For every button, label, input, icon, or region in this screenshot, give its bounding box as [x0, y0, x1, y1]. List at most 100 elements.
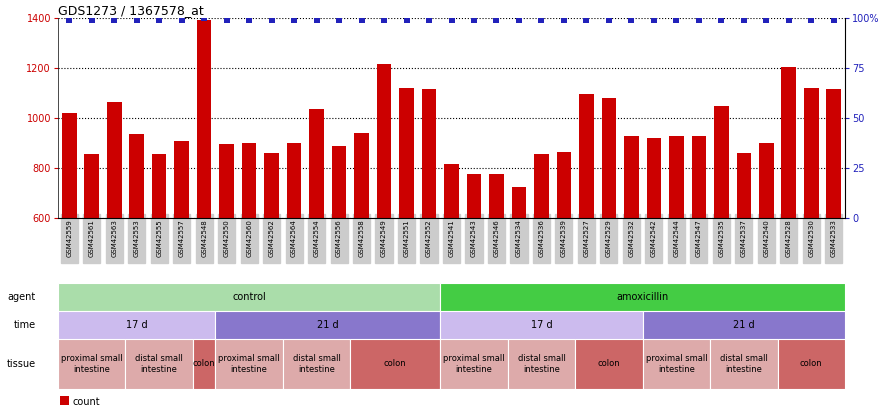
Bar — [781, 67, 796, 218]
Bar — [467, 174, 481, 218]
Bar — [283, 339, 350, 389]
Bar — [193, 339, 215, 389]
Bar — [625, 136, 639, 218]
Bar — [125, 339, 193, 389]
Bar — [440, 339, 508, 389]
Bar — [489, 174, 504, 218]
Point — [534, 17, 548, 23]
Point — [625, 17, 639, 23]
Point — [287, 17, 301, 23]
Point — [737, 17, 751, 23]
Bar — [175, 141, 189, 218]
Bar — [84, 154, 99, 218]
Bar — [575, 339, 642, 389]
Point — [512, 17, 526, 23]
Bar — [422, 89, 436, 218]
Bar — [711, 339, 778, 389]
Point — [692, 17, 706, 23]
Bar — [642, 311, 845, 339]
Bar — [350, 339, 440, 389]
Text: distal small
intestine: distal small intestine — [135, 354, 183, 374]
Point — [602, 17, 616, 23]
Point — [714, 17, 728, 23]
Text: proximal small
intestine: proximal small intestine — [219, 354, 280, 374]
Point — [400, 17, 414, 23]
Point — [804, 17, 818, 23]
Point — [647, 17, 661, 23]
Bar — [692, 136, 706, 218]
Point — [422, 17, 436, 23]
Bar — [332, 145, 347, 218]
Text: colon: colon — [193, 360, 215, 369]
Bar — [601, 98, 616, 218]
Bar — [197, 21, 211, 218]
Point — [827, 17, 841, 23]
Text: time: time — [13, 320, 36, 330]
Bar — [714, 105, 728, 218]
Bar — [642, 339, 711, 389]
Text: proximal small
intestine: proximal small intestine — [444, 354, 504, 374]
Text: proximal small
intestine: proximal small intestine — [61, 354, 123, 374]
Bar — [354, 133, 369, 218]
Bar — [400, 88, 414, 218]
Point — [332, 17, 346, 23]
Bar — [215, 339, 283, 389]
Bar — [62, 113, 76, 218]
Bar — [508, 339, 575, 389]
Point — [152, 17, 167, 23]
Bar — [129, 134, 144, 218]
Bar — [58, 339, 125, 389]
Bar — [376, 64, 392, 218]
Bar — [264, 153, 279, 218]
Text: 21 d: 21 d — [317, 320, 339, 330]
Point — [355, 17, 369, 23]
Text: 17 d: 17 d — [125, 320, 148, 330]
Point — [759, 17, 773, 23]
Point — [62, 17, 76, 23]
Bar — [444, 164, 459, 218]
Text: tissue: tissue — [6, 359, 36, 369]
Text: colon: colon — [598, 360, 620, 369]
Point — [197, 15, 211, 21]
Bar — [309, 109, 323, 218]
Point — [309, 17, 323, 23]
Bar — [215, 311, 440, 339]
Point — [377, 17, 392, 23]
Bar — [59, 396, 69, 405]
Point — [264, 17, 279, 23]
Bar — [759, 143, 773, 218]
Bar — [287, 143, 301, 218]
Text: agent: agent — [7, 292, 36, 302]
Text: control: control — [232, 292, 266, 302]
Bar — [58, 311, 215, 339]
Bar — [152, 154, 167, 218]
Text: proximal small
intestine: proximal small intestine — [645, 354, 707, 374]
Bar — [242, 143, 256, 218]
Text: 21 d: 21 d — [733, 320, 754, 330]
Text: colon: colon — [800, 360, 823, 369]
Bar — [534, 154, 548, 218]
Text: 17 d: 17 d — [530, 320, 552, 330]
Bar — [220, 144, 234, 218]
Bar — [669, 136, 684, 218]
Bar — [737, 153, 751, 218]
Point — [781, 17, 796, 23]
Bar — [440, 283, 845, 311]
Text: distal small
intestine: distal small intestine — [293, 354, 340, 374]
Point — [220, 17, 234, 23]
Bar — [579, 94, 594, 218]
Point — [579, 17, 593, 23]
Point — [242, 17, 256, 23]
Point — [669, 17, 684, 23]
Point — [107, 17, 121, 23]
Text: GDS1273 / 1367578_at: GDS1273 / 1367578_at — [58, 4, 203, 17]
Point — [556, 17, 571, 23]
Point — [130, 17, 144, 23]
Point — [84, 17, 99, 23]
Text: amoxicillin: amoxicillin — [616, 292, 668, 302]
Bar — [804, 88, 819, 218]
Text: distal small
intestine: distal small intestine — [518, 354, 565, 374]
Point — [467, 17, 481, 23]
Bar — [440, 311, 642, 339]
Text: count: count — [73, 397, 99, 405]
